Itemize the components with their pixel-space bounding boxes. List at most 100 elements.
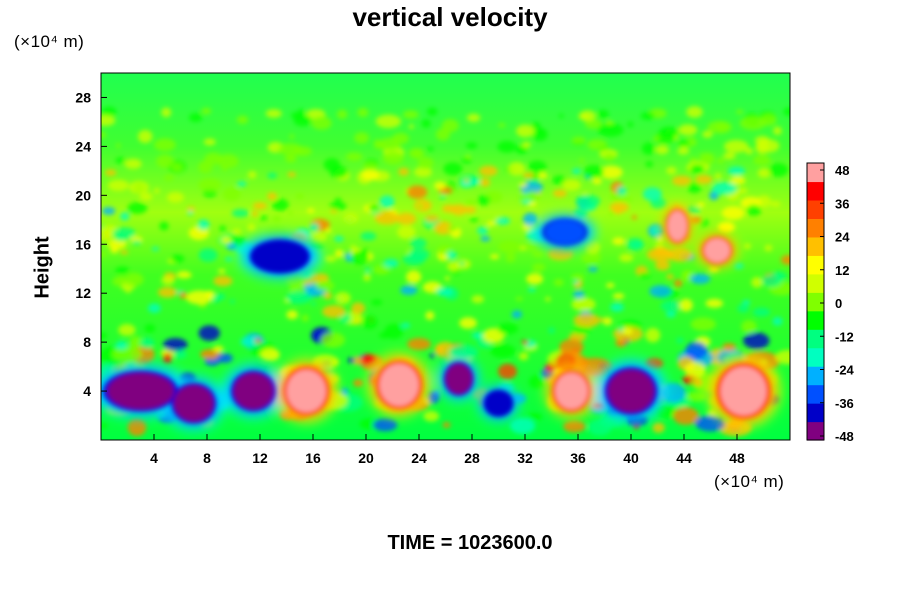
texture-blob: [742, 300, 751, 305]
colorbar-swatch: [807, 218, 824, 238]
texture-blob: [400, 285, 418, 296]
texture-blob: [159, 221, 169, 231]
texture-blob: [736, 109, 744, 115]
texture-blob: [511, 310, 523, 319]
texture-blob: [640, 112, 655, 120]
texture-blob: [401, 323, 411, 329]
texture-blob: [382, 151, 404, 165]
texture-blob: [723, 139, 749, 153]
texture-blob: [363, 162, 378, 171]
texture-blob: [645, 327, 661, 343]
texture-blob: [686, 106, 703, 118]
texture-blob: [120, 250, 129, 255]
texture-blob: [115, 340, 128, 350]
texture-blob: [459, 180, 473, 188]
texture-blob: [310, 231, 328, 243]
texture-blob: [101, 114, 116, 127]
colorbar-swatch: [807, 181, 824, 201]
texture-blob: [357, 107, 369, 118]
colorbar-tick-label: 48: [835, 163, 849, 178]
texture-blob: [188, 113, 203, 123]
texture-blob: [345, 152, 363, 162]
texture-blob: [429, 353, 435, 358]
texture-blob: [573, 290, 585, 299]
texture-blob: [608, 210, 616, 216]
texture-blob: [139, 337, 155, 349]
colorbar-swatch: [807, 403, 824, 423]
texture-blob: [352, 356, 363, 366]
texture-blob: [717, 221, 736, 233]
texture-blob: [451, 204, 467, 216]
texture-blob: [518, 147, 527, 152]
colorbar: 48 36 24 12 0 -12 -24 -36 -48: [806, 162, 855, 444]
x-tick-label: 12: [252, 450, 268, 466]
x-tick-label: 48: [729, 450, 745, 466]
texture-blob: [752, 307, 771, 317]
texture-blob: [552, 189, 568, 198]
texture-blob: [361, 169, 380, 181]
texture-blob: [215, 293, 226, 300]
texture-blob: [548, 327, 555, 334]
texture-blob: [378, 137, 401, 151]
texture-blob: [525, 242, 537, 252]
texture-blob: [723, 152, 736, 160]
texture-blob: [695, 174, 713, 185]
texture-blob: [645, 160, 654, 168]
texture-blob: [229, 299, 235, 304]
texture-blob: [678, 124, 698, 136]
texture-blob: [652, 422, 665, 433]
texture-blob: [129, 181, 149, 194]
texture-blob: [464, 178, 469, 184]
texture-blob: [525, 191, 540, 202]
texture-blob: [610, 302, 624, 312]
x-tick-label: 28: [464, 450, 480, 466]
colorbar-tick-label: -24: [835, 363, 855, 378]
texture-blob: [597, 123, 624, 137]
texture-blob: [783, 107, 790, 116]
texture-blob: [653, 135, 660, 142]
texture-blob: [397, 225, 416, 239]
time-footer: TIME = 1023600.0: [387, 532, 553, 554]
texture-blob: [743, 332, 770, 350]
texture-blob: [410, 238, 427, 249]
texture-blob: [472, 332, 485, 340]
texture-blob: [112, 276, 126, 287]
texture-blob: [115, 143, 121, 148]
texture-blob: [176, 270, 191, 279]
texture-blob: [198, 178, 222, 192]
texture-blob: [531, 122, 541, 130]
feature-core: [703, 238, 731, 263]
texture-blob: [443, 162, 463, 176]
texture-blob: [741, 319, 757, 334]
texture-blob: [685, 341, 708, 360]
feature-core: [253, 241, 307, 272]
texture-blob: [120, 212, 130, 221]
colorbar-swatch: [807, 329, 824, 349]
texture-blob: [221, 165, 228, 171]
texture-blob: [427, 391, 440, 404]
texture-blob: [247, 171, 257, 179]
texture-blob: [254, 338, 262, 343]
texture-blob: [435, 345, 445, 354]
texture-blob: [124, 158, 142, 170]
y-axis-ticks: 4 8 12 16 20 24 28: [75, 89, 107, 399]
texture-blob: [231, 208, 249, 218]
texture-blob: [497, 322, 519, 335]
field-features: [101, 203, 780, 430]
texture-blob: [544, 296, 551, 302]
texture-blob: [489, 254, 500, 260]
texture-blob: [101, 251, 107, 257]
colorbar-tick-label: 24: [835, 230, 850, 245]
feature-core: [107, 372, 174, 410]
texture-blob: [354, 132, 370, 144]
texture-blob: [185, 290, 214, 305]
x-tick-label: 4: [150, 450, 158, 466]
texture-blob: [695, 415, 726, 432]
texture-blob: [310, 273, 330, 284]
texture-blob: [609, 201, 629, 213]
texture-blob: [515, 296, 524, 301]
texture-blob: [351, 302, 366, 315]
texture-blob: [259, 215, 268, 221]
texture-blob: [626, 197, 633, 203]
texture-blob: [425, 311, 435, 321]
